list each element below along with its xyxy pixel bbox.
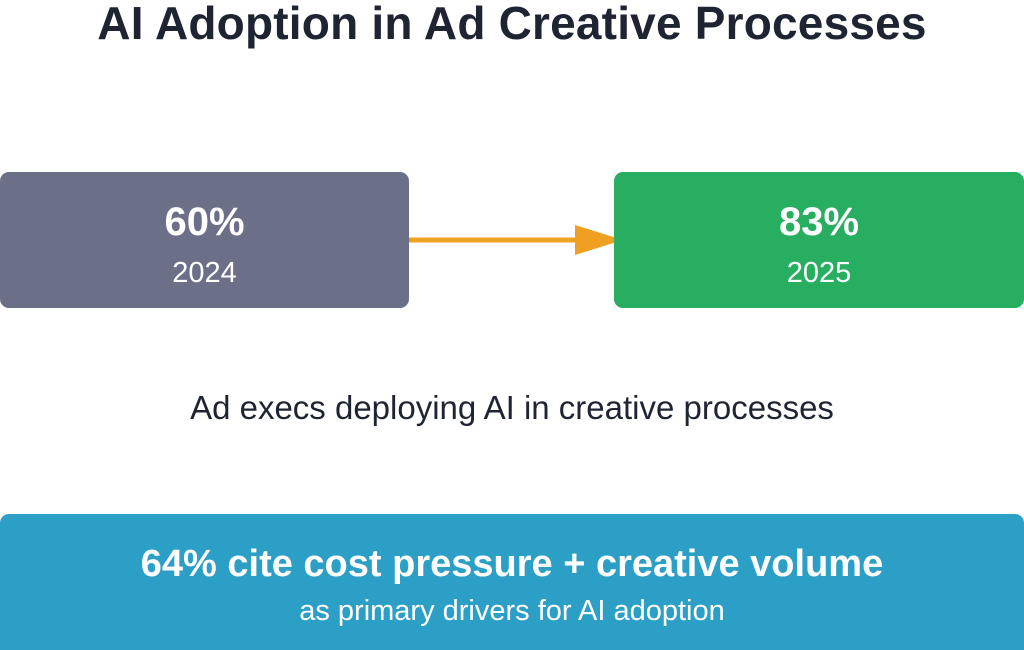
from-year: 2024: [172, 257, 237, 289]
page-title: AI Adoption in Ad Creative Processes: [97, 0, 927, 49]
from-value: 60%: [164, 200, 245, 244]
to-box: 83% 2025: [614, 172, 1024, 308]
banner-subtext: as primary drivers for AI adoption: [299, 595, 725, 627]
banner-headline: 64% cite cost pressure + creative volume: [140, 543, 884, 585]
arrow-head: [575, 225, 623, 255]
drivers-banner: 64% cite cost pressure + creative volume…: [0, 514, 1024, 650]
from-box: 60% 2024: [0, 172, 409, 308]
caption: Ad execs deploying AI in creative proces…: [190, 389, 834, 426]
to-year: 2025: [786, 257, 852, 289]
to-value: 83%: [778, 200, 860, 244]
arrow-right-icon: [409, 225, 623, 255]
